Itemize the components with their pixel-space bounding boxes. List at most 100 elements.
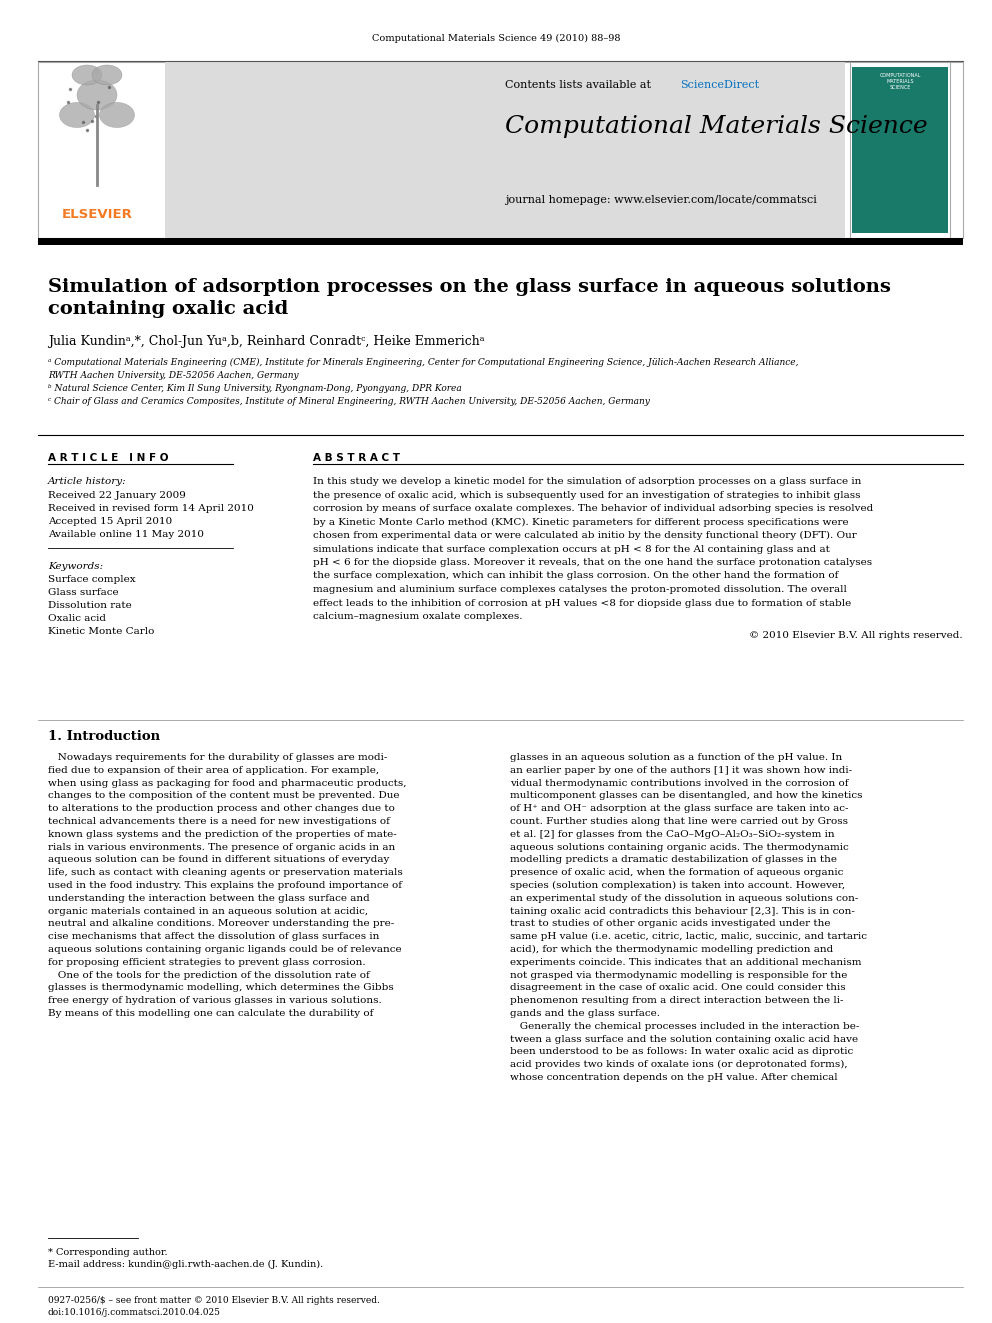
Text: same pH value (i.e. acetic, citric, lactic, malic, succinic, and tartaric: same pH value (i.e. acetic, citric, lact… xyxy=(510,933,867,942)
Text: ScienceDirect: ScienceDirect xyxy=(680,79,759,90)
Text: RWTH Aachen University, DE-52056 Aachen, Germany: RWTH Aachen University, DE-52056 Aachen,… xyxy=(48,370,299,380)
Text: Glass surface: Glass surface xyxy=(48,587,119,597)
Text: not grasped via thermodynamic modelling is responsible for the: not grasped via thermodynamic modelling … xyxy=(510,971,847,979)
Text: used in the food industry. This explains the profound importance of: used in the food industry. This explains… xyxy=(48,881,402,890)
Text: glasses is thermodynamic modelling, which determines the Gibbs: glasses is thermodynamic modelling, whic… xyxy=(48,983,394,992)
Text: ᶜ Chair of Glass and Ceramics Composites, Institute of Mineral Engineering, RWTH: ᶜ Chair of Glass and Ceramics Composites… xyxy=(48,397,650,406)
Text: Computational Materials Science 49 (2010) 88–98: Computational Materials Science 49 (2010… xyxy=(372,34,620,44)
Text: tween a glass surface and the solution containing oxalic acid have: tween a glass surface and the solution c… xyxy=(510,1035,858,1044)
Text: vidual thermodynamic contributions involved in the corrosion of: vidual thermodynamic contributions invol… xyxy=(510,779,848,787)
Text: Received 22 January 2009: Received 22 January 2009 xyxy=(48,491,186,500)
Text: pH < 6 for the diopside glass. Moreover it reveals, that on the one hand the sur: pH < 6 for the diopside glass. Moreover … xyxy=(313,558,872,568)
Text: to alterations to the production process and other changes due to: to alterations to the production process… xyxy=(48,804,395,814)
Text: life, such as contact with cleaning agents or preservation materials: life, such as contact with cleaning agen… xyxy=(48,868,403,877)
Text: understanding the interaction between the glass surface and: understanding the interaction between th… xyxy=(48,894,370,902)
Ellipse shape xyxy=(72,65,102,85)
Text: the surface complexation, which can inhibit the glass corrosion. On the other ha: the surface complexation, which can inhi… xyxy=(313,572,838,581)
Ellipse shape xyxy=(99,102,135,127)
Text: Article history:: Article history: xyxy=(48,478,127,486)
Text: species (solution complexation) is taken into account. However,: species (solution complexation) is taken… xyxy=(510,881,845,890)
Text: experiments coincide. This indicates that an additional mechanism: experiments coincide. This indicates tha… xyxy=(510,958,861,967)
Text: taining oxalic acid contradicts this behaviour [2,3]. This is in con-: taining oxalic acid contradicts this beh… xyxy=(510,906,855,916)
Text: doi:10.1016/j.commatsci.2010.04.025: doi:10.1016/j.commatsci.2010.04.025 xyxy=(48,1308,221,1316)
Bar xyxy=(38,62,963,238)
Text: rials in various environments. The presence of organic acids in an: rials in various environments. The prese… xyxy=(48,843,395,852)
Text: Nowadays requirements for the durability of glasses are modi-: Nowadays requirements for the durability… xyxy=(48,753,387,762)
Text: aqueous solutions containing organic acids. The thermodynamic: aqueous solutions containing organic aci… xyxy=(510,843,849,852)
Text: count. Further studies along that line were carried out by Gross: count. Further studies along that line w… xyxy=(510,818,848,826)
Text: ᵃ Computational Materials Engineering (CME), Institute for Minerals Engineering,: ᵃ Computational Materials Engineering (C… xyxy=(48,359,799,366)
Text: ᵇ Natural Science Center, Kim Il Sung University, Ryongnam-Dong, Pyongyang, DPR : ᵇ Natural Science Center, Kim Il Sung Un… xyxy=(48,384,461,393)
Text: changes to the composition of the content must be prevented. Due: changes to the composition of the conten… xyxy=(48,791,400,800)
Text: been understood to be as follows: In water oxalic acid as diprotic: been understood to be as follows: In wat… xyxy=(510,1048,853,1056)
Text: Julia Kundinᵃ,*, Chol-Jun Yuᵃ,b, Reinhard Conradtᶜ, Heike Emmerichᵃ: Julia Kundinᵃ,*, Chol-Jun Yuᵃ,b, Reinhar… xyxy=(48,335,485,348)
Text: Received in revised form 14 April 2010: Received in revised form 14 April 2010 xyxy=(48,504,254,513)
Text: phenomenon resulting from a direct interaction between the li-: phenomenon resulting from a direct inter… xyxy=(510,996,843,1005)
Text: One of the tools for the prediction of the dissolution rate of: One of the tools for the prediction of t… xyxy=(48,971,370,979)
Text: * Corresponding author.: * Corresponding author. xyxy=(48,1248,168,1257)
Text: Computational Materials Science: Computational Materials Science xyxy=(505,115,928,138)
Text: of H⁺ and OH⁻ adsorption at the glass surface are taken into ac-: of H⁺ and OH⁻ adsorption at the glass su… xyxy=(510,804,848,814)
Text: disagreement in the case of oxalic acid. One could consider this: disagreement in the case of oxalic acid.… xyxy=(510,983,845,992)
Text: Oxalic acid: Oxalic acid xyxy=(48,614,106,623)
Text: aqueous solutions containing organic ligands could be of relevance: aqueous solutions containing organic lig… xyxy=(48,945,402,954)
Text: when using glass as packaging for food and pharmaceutic products,: when using glass as packaging for food a… xyxy=(48,779,407,787)
Text: chosen from experimental data or were calculated ab initio by the density functi: chosen from experimental data or were ca… xyxy=(313,531,857,540)
Text: 0927-0256/$ – see front matter © 2010 Elsevier B.V. All rights reserved.: 0927-0256/$ – see front matter © 2010 El… xyxy=(48,1297,380,1304)
Text: Dissolution rate: Dissolution rate xyxy=(48,601,132,610)
Text: neutral and alkaline conditions. Moreover understanding the pre-: neutral and alkaline conditions. Moreove… xyxy=(48,919,394,929)
Text: Generally the chemical processes included in the interaction be-: Generally the chemical processes include… xyxy=(510,1021,859,1031)
Bar xyxy=(852,67,948,233)
Text: aqueous solution can be found in different situations of everyday: aqueous solution can be found in differe… xyxy=(48,856,390,864)
Text: presence of oxalic acid, when the formation of aqueous organic: presence of oxalic acid, when the format… xyxy=(510,868,843,877)
Text: Simulation of adsorption processes on the glass surface in aqueous solutions: Simulation of adsorption processes on th… xyxy=(48,278,891,296)
Text: A R T I C L E   I N F O: A R T I C L E I N F O xyxy=(48,452,169,463)
Text: Kinetic Monte Carlo: Kinetic Monte Carlo xyxy=(48,627,155,636)
Text: journal homepage: www.elsevier.com/locate/commatsci: journal homepage: www.elsevier.com/locat… xyxy=(505,194,816,205)
Text: known glass systems and the prediction of the properties of mate-: known glass systems and the prediction o… xyxy=(48,830,397,839)
Text: © 2010 Elsevier B.V. All rights reserved.: © 2010 Elsevier B.V. All rights reserved… xyxy=(749,631,963,640)
Text: by a Kinetic Monte Carlo method (KMC). Kinetic parameters for different process : by a Kinetic Monte Carlo method (KMC). K… xyxy=(313,517,848,527)
Text: acid), for which the thermodynamic modelling prediction and: acid), for which the thermodynamic model… xyxy=(510,945,833,954)
Text: the presence of oxalic acid, which is subsequently used for an investigation of : the presence of oxalic acid, which is su… xyxy=(313,491,860,500)
Text: Surface complex: Surface complex xyxy=(48,576,136,583)
Text: technical advancements there is a need for new investigations of: technical advancements there is a need f… xyxy=(48,818,390,826)
Text: Available online 11 May 2010: Available online 11 May 2010 xyxy=(48,531,204,538)
Ellipse shape xyxy=(77,79,117,110)
Text: E-mail address: kundin@gli.rwth-aachen.de (J. Kundin).: E-mail address: kundin@gli.rwth-aachen.d… xyxy=(48,1259,323,1269)
Text: et al. [2] for glasses from the CaO–MgO–Al₂O₃–SiO₂-system in: et al. [2] for glasses from the CaO–MgO–… xyxy=(510,830,834,839)
Text: cise mechanisms that affect the dissolution of glass surfaces in: cise mechanisms that affect the dissolut… xyxy=(48,933,379,941)
Text: effect leads to the inhibition of corrosion at pH values <8 for diopside glass d: effect leads to the inhibition of corros… xyxy=(313,598,851,607)
Text: magnesium and aluminium surface complexes catalyses the proton-promoted dissolut: magnesium and aluminium surface complexe… xyxy=(313,585,847,594)
Text: ▲: ▲ xyxy=(94,67,99,74)
Bar xyxy=(165,62,845,238)
Text: 1. Introduction: 1. Introduction xyxy=(48,730,160,744)
Text: gands and the glass surface.: gands and the glass surface. xyxy=(510,1009,660,1017)
Ellipse shape xyxy=(60,102,94,127)
Bar xyxy=(38,238,963,245)
Text: whose concentration depends on the pH value. After chemical: whose concentration depends on the pH va… xyxy=(510,1073,837,1082)
Bar xyxy=(850,62,950,238)
Text: free energy of hydration of various glasses in various solutions.: free energy of hydration of various glas… xyxy=(48,996,382,1005)
Text: glasses in an aqueous solution as a function of the pH value. In: glasses in an aqueous solution as a func… xyxy=(510,753,842,762)
Text: an experimental study of the dissolution in aqueous solutions con-: an experimental study of the dissolution… xyxy=(510,894,858,902)
Ellipse shape xyxy=(92,65,122,85)
Text: fied due to expansion of their area of application. For example,: fied due to expansion of their area of a… xyxy=(48,766,379,775)
Text: A B S T R A C T: A B S T R A C T xyxy=(313,452,400,463)
Text: modelling predicts a dramatic destabilization of glasses in the: modelling predicts a dramatic destabiliz… xyxy=(510,856,837,864)
Text: acid provides two kinds of oxalate ions (or deprotonated forms),: acid provides two kinds of oxalate ions … xyxy=(510,1060,847,1069)
Text: multicomponent glasses can be disentangled, and how the kinetics: multicomponent glasses can be disentangl… xyxy=(510,791,862,800)
Text: By means of this modelling one can calculate the durability of: By means of this modelling one can calcu… xyxy=(48,1009,373,1017)
Text: trast to studies of other organic acids investigated under the: trast to studies of other organic acids … xyxy=(510,919,830,929)
Text: containing oxalic acid: containing oxalic acid xyxy=(48,300,289,318)
Text: In this study we develop a kinetic model for the simulation of adsorption proces: In this study we develop a kinetic model… xyxy=(313,478,861,486)
Text: corrosion by means of surface oxalate complexes. The behavior of individual adso: corrosion by means of surface oxalate co… xyxy=(313,504,873,513)
Text: simulations indicate that surface complexation occurs at pH < 8 for the Al conta: simulations indicate that surface comple… xyxy=(313,545,830,553)
Text: Accepted 15 April 2010: Accepted 15 April 2010 xyxy=(48,517,173,527)
Text: ELSEVIER: ELSEVIER xyxy=(62,208,133,221)
Text: an earlier paper by one of the authors [1] it was shown how indi-: an earlier paper by one of the authors [… xyxy=(510,766,852,775)
Text: for proposing efficient strategies to prevent glass corrosion.: for proposing efficient strategies to pr… xyxy=(48,958,366,967)
Text: Keywords:: Keywords: xyxy=(48,562,103,572)
Text: organic materials contained in an aqueous solution at acidic,: organic materials contained in an aqueou… xyxy=(48,906,368,916)
Text: calcium–magnesium oxalate complexes.: calcium–magnesium oxalate complexes. xyxy=(313,613,523,620)
